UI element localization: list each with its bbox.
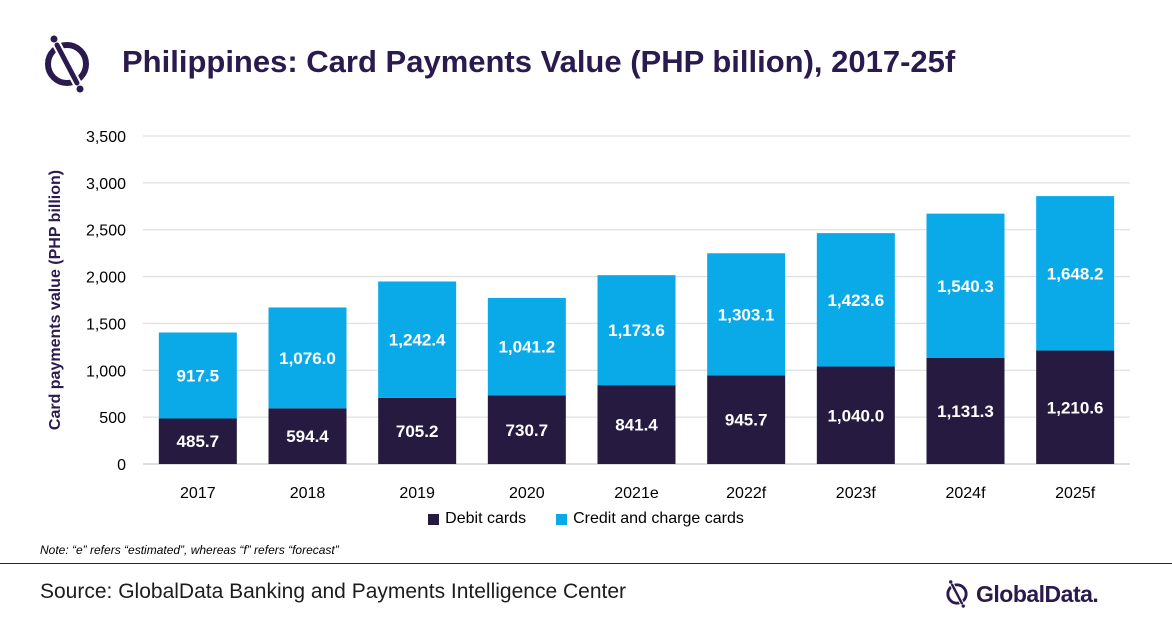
- data-label-credit: 917.5: [177, 366, 220, 385]
- data-label-credit: 1,041.2: [498, 338, 555, 357]
- legend-swatch-debit: [428, 513, 440, 525]
- data-label-credit: 1,540.3: [937, 277, 994, 296]
- legend-item-debit: Debit cards: [428, 510, 526, 528]
- y-tick-label: 500: [99, 410, 126, 427]
- stacked-bar-chart: 0 500 1,000 1,500 2,000 2,500 3,000 3,500 Card p…: [47, 129, 1130, 502]
- x-tick-label: 2018: [290, 485, 326, 502]
- data-label-debit: 1,210.6: [1047, 398, 1104, 417]
- bar-credit: [158, 332, 237, 419]
- y-axis-title: Card payments value (PHP billion): [47, 170, 64, 430]
- bar-credit: [268, 307, 347, 409]
- chart-legend: Debit cards Credit and charge cards: [0, 510, 1172, 528]
- data-label-credit: 1,303.1: [718, 305, 775, 324]
- data-label-credit: 1,242.4: [389, 331, 446, 350]
- bar-debit: [487, 395, 566, 464]
- bar-credit: [487, 297, 566, 396]
- y-tick-label: 1,000: [86, 363, 126, 380]
- data-label-credit: 1,423.6: [827, 291, 884, 310]
- bar-credit: [378, 281, 457, 398]
- data-label-debit: 730.7: [506, 421, 549, 440]
- footer-divider: [0, 563, 1172, 564]
- legend-swatch-credit: [556, 513, 568, 525]
- bar-debit: [707, 375, 786, 464]
- bar-credit: [1036, 196, 1115, 351]
- x-tick-label: 2025f: [1055, 485, 1096, 502]
- brand-name: GlobalData.: [976, 580, 1099, 607]
- bar-debit: [378, 397, 457, 464]
- globaldata-small-logo-icon: [946, 580, 968, 608]
- data-label-debit: 1,131.3: [937, 402, 994, 421]
- data-label-credit: 1,173.6: [608, 321, 665, 340]
- x-tick-label: 2024f: [945, 485, 986, 502]
- y-tick-label: 3,000: [86, 176, 126, 193]
- y-tick-label: 0: [117, 457, 126, 474]
- data-label-debit: 594.4: [286, 427, 329, 446]
- globaldata-logo-icon: [45, 35, 89, 93]
- y-tick-label: 3,500: [86, 129, 126, 146]
- bar-debit: [158, 418, 237, 464]
- x-tick-label: 2022f: [726, 485, 767, 502]
- chart-note: Note: “e” refers “estimated”, whereas “f…: [40, 543, 339, 557]
- x-tick-label: 2023f: [836, 485, 877, 502]
- data-label-debit: 485.7: [177, 432, 220, 451]
- bar-debit: [268, 408, 347, 464]
- legend-label-credit: Credit and charge cards: [573, 510, 744, 527]
- bar-credit: [816, 233, 895, 367]
- bar-credit: [707, 253, 786, 376]
- bar-debit: [816, 366, 895, 464]
- x-tick-label: 2020: [509, 485, 545, 502]
- data-label-credit: 1,076.0: [279, 349, 336, 368]
- data-label-credit: 1,648.2: [1047, 264, 1104, 283]
- brand-logo: GlobalData.: [944, 574, 1099, 614]
- data-label-debit: 705.2: [396, 422, 439, 441]
- bar-debit: [597, 385, 676, 464]
- y-tick-label: 1,500: [86, 316, 126, 333]
- bar-credit: [926, 213, 1005, 358]
- bar-credit: [597, 275, 676, 386]
- x-tick-label: 2021e: [614, 485, 659, 502]
- source-text: Source: GlobalData Banking and Payments …: [40, 580, 627, 603]
- y-tick-label: 2,000: [86, 270, 126, 287]
- legend-label-debit: Debit cards: [445, 510, 527, 527]
- y-tick-label: 2,500: [86, 223, 126, 240]
- legend-item-credit: Credit and charge cards: [556, 510, 744, 528]
- data-label-debit: 1,040.0: [827, 406, 884, 425]
- data-label-debit: 945.7: [725, 411, 768, 430]
- bar-debit: [1036, 350, 1115, 464]
- page-title: Philippines: Card Payments Value (PHP bi…: [122, 44, 956, 79]
- data-label-debit: 841.4: [615, 416, 658, 435]
- x-tick-label: 2017: [180, 485, 216, 502]
- bar-debit: [926, 357, 1005, 464]
- x-tick-label: 2019: [399, 485, 435, 502]
